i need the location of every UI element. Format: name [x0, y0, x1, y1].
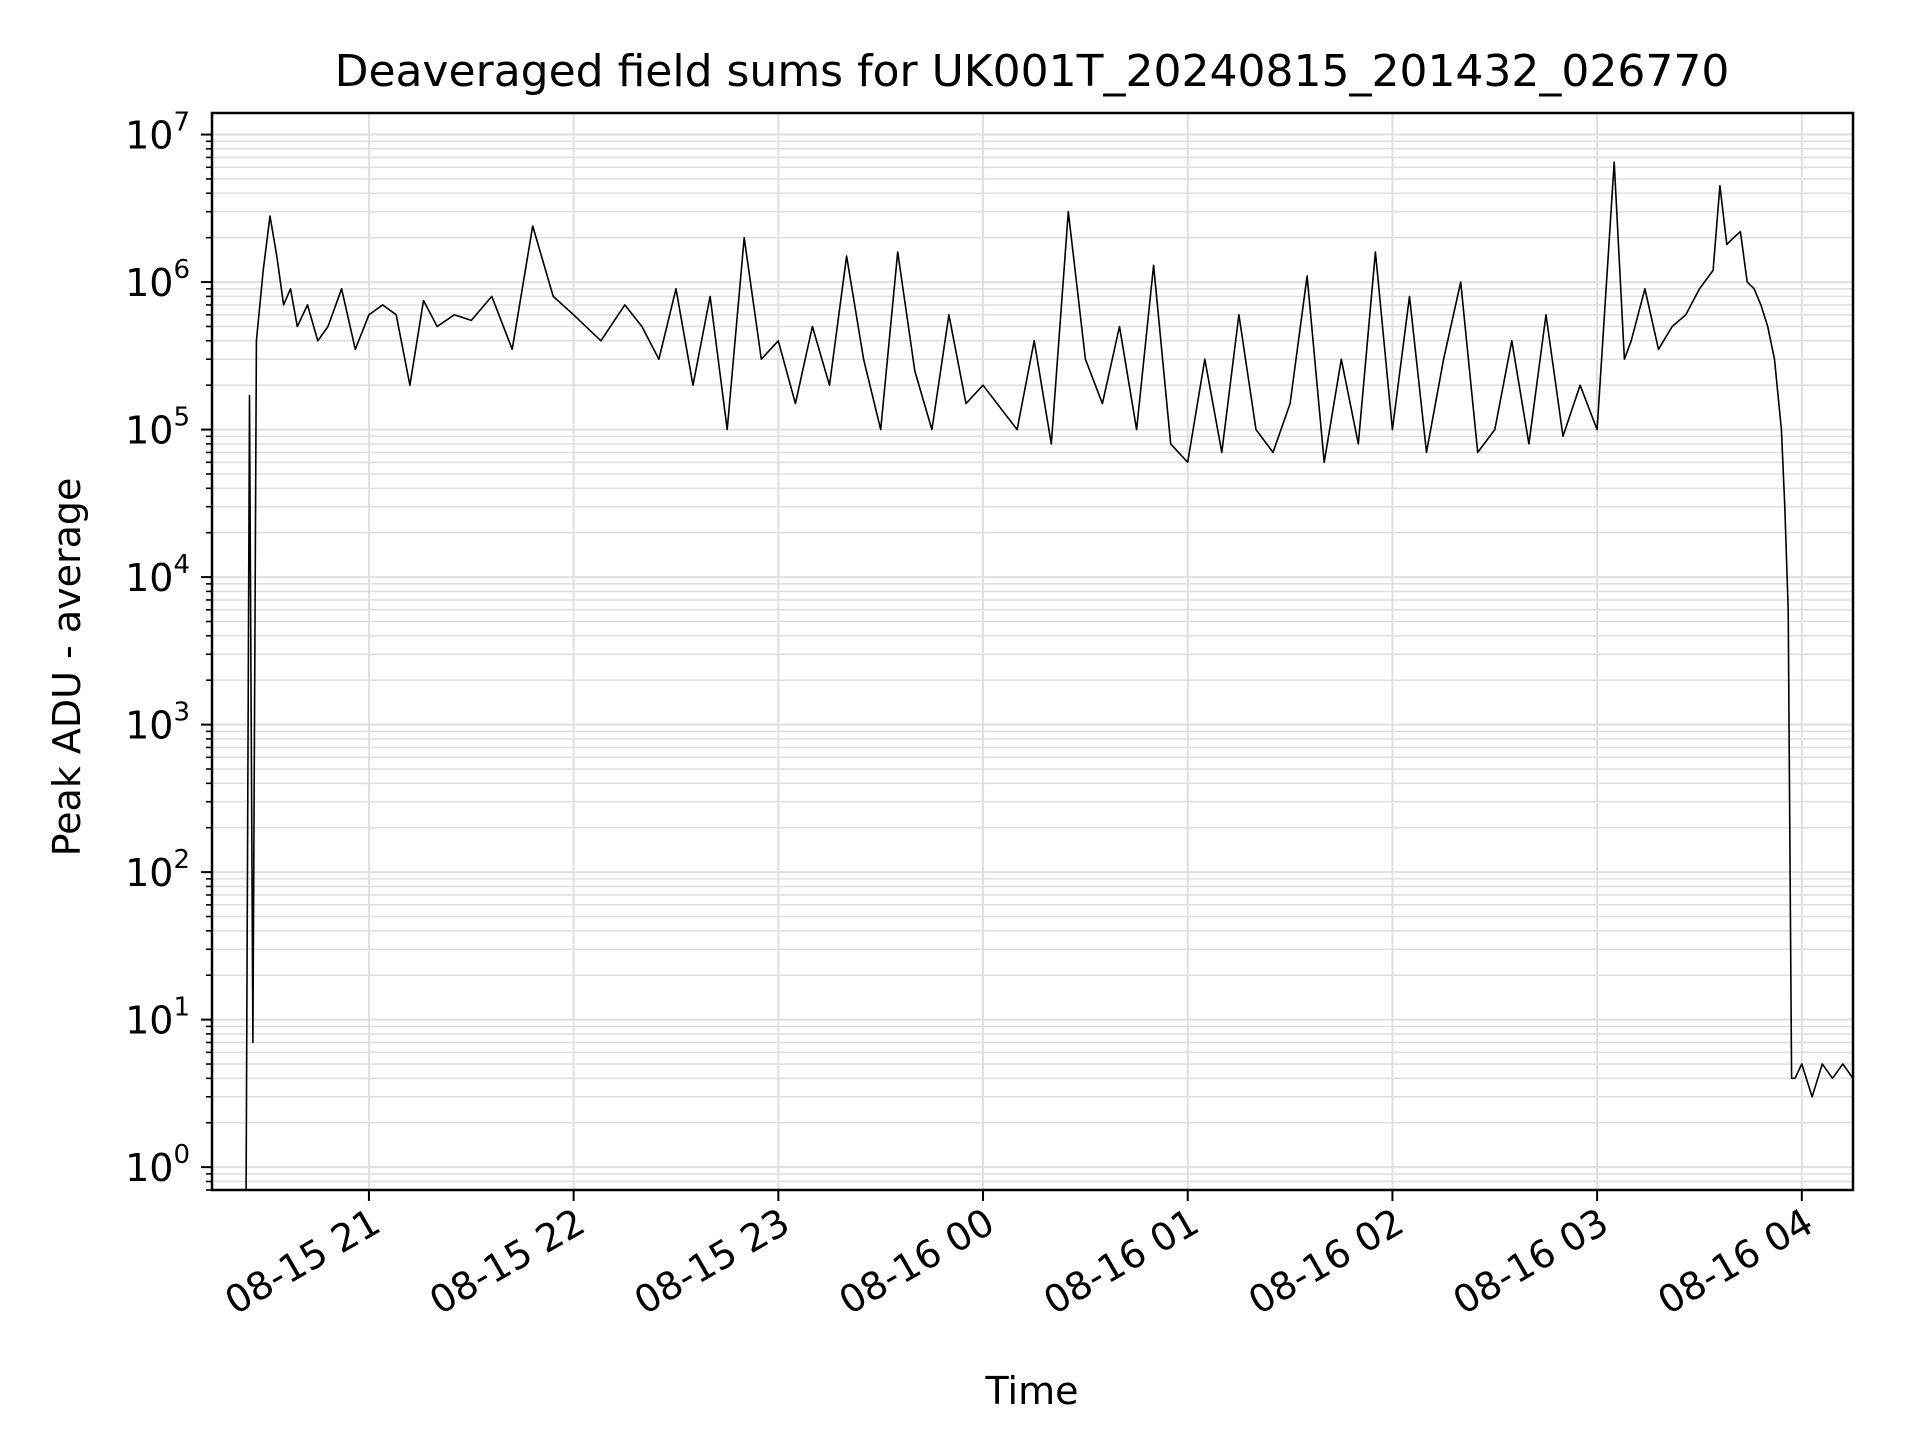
x-axis-label: Time [985, 1369, 1079, 1413]
series-line-group [245, 161, 1854, 1191]
y-axis-label: Peak ADU - average [45, 478, 89, 857]
y-tick-label: 106 [125, 255, 190, 305]
plot-area-frame [210, 111, 1855, 1192]
y-tick-label: 102 [125, 845, 190, 895]
grid-lines [212, 113, 1853, 1191]
y-tick-label: 107 [125, 108, 190, 158]
y-tick-label: 103 [125, 698, 190, 748]
y-tick-label: 104 [125, 550, 190, 600]
y-tick-label: 105 [125, 403, 190, 453]
y-tick-label: 100 [125, 1140, 190, 1190]
series-line [245, 161, 1854, 1191]
y-tick-label: 101 [125, 993, 190, 1043]
y-axis-ticks: 100 101 102 103 104 105 106 107 [125, 108, 212, 1191]
chart-title: Deaveraged field sums for UK001T_2024081… [335, 46, 1730, 97]
